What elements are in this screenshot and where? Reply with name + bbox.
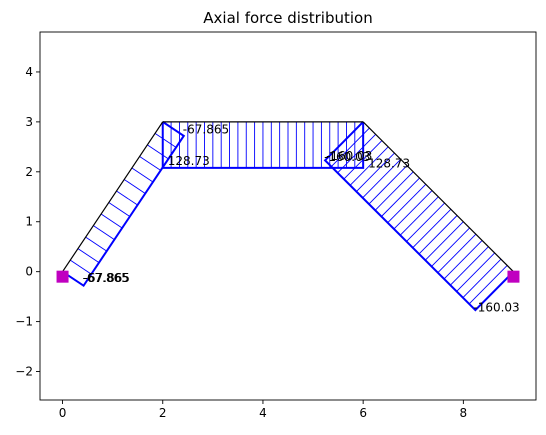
- plot-layer: -67.865128.73-67.865-67.865-160.03-160.0…: [56, 121, 520, 315]
- y-tick-label: −1: [15, 315, 33, 329]
- force-outline: [323, 121, 515, 312]
- force-hatch-line: [70, 259, 92, 275]
- force-value-label: -67.865: [83, 271, 129, 285]
- force-hatch-line: [443, 240, 483, 280]
- force-outline: [161, 121, 365, 169]
- force-value-label: 128.73: [368, 156, 410, 170]
- force-hatch-line: [93, 225, 115, 240]
- force-hatch-line: [450, 246, 489, 286]
- x-tick-label: 8: [460, 406, 468, 420]
- structure-member: [62, 121, 164, 273]
- force-hatch-line: [381, 177, 420, 217]
- y-tick-label: 4: [25, 65, 33, 79]
- force-hatch-line: [337, 134, 376, 174]
- y-tick-label: 1: [25, 215, 33, 229]
- x-tick-label: 4: [259, 406, 267, 420]
- support-marker: [56, 270, 69, 283]
- force-hatch-line: [331, 127, 370, 167]
- force-hatch-line: [85, 236, 107, 252]
- force-value-label: -67.865: [84, 271, 130, 285]
- force-hatch-line: [154, 133, 177, 148]
- force-hatch-line: [368, 165, 408, 205]
- force-value-label: -160.03: [324, 150, 370, 164]
- force-hatch-line: [462, 258, 502, 298]
- force-hatch-line: [147, 144, 169, 160]
- support-marker: [507, 270, 520, 283]
- x-tick-label: 6: [359, 406, 367, 420]
- force-hatch-line: [139, 156, 161, 171]
- force-value-label: -160.03: [326, 149, 372, 163]
- force-hatch-line: [424, 221, 464, 261]
- y-tick-label: 0: [25, 265, 33, 279]
- chart-title: Axial force distribution: [203, 9, 372, 27]
- y-tick-label: 2: [25, 165, 33, 179]
- structure-member: [362, 121, 514, 273]
- force-hatch-line: [116, 190, 138, 206]
- force-hatch-line: [131, 167, 154, 183]
- force-hatch-line: [100, 213, 123, 229]
- y-tick-label: 3: [25, 115, 33, 129]
- force-hatch-line: [123, 179, 146, 194]
- force-hatch-line: [356, 152, 395, 192]
- axes-frame: [39, 31, 537, 401]
- y-tick-label: −2: [15, 365, 33, 379]
- force-hatch-line: [387, 183, 427, 224]
- force-hatch-line: [374, 171, 414, 211]
- force-hatch-line: [412, 208, 452, 249]
- force-hatch-line: [418, 215, 458, 255]
- force-value-label: 128.73: [168, 154, 210, 168]
- tick-layer: 0 2 4 6 8 −2 −1 0 1 2 3 4: [15, 65, 467, 420]
- force-hatch-line: [399, 196, 439, 236]
- force-hatch-line: [393, 190, 433, 230]
- force-hatch-line: [431, 227, 470, 267]
- force-hatch-line: [362, 159, 402, 199]
- force-hatch-line: [437, 233, 477, 273]
- force-hatch-line: [77, 248, 100, 263]
- force-value-label: -160.03: [473, 301, 519, 315]
- force-outline: [61, 121, 186, 288]
- force-hatch-line: [349, 146, 389, 186]
- force-hatch-line: [456, 252, 495, 292]
- x-tick-label: 0: [59, 406, 67, 420]
- force-hatch-line: [406, 202, 445, 242]
- force-hatch-line: [343, 140, 383, 180]
- force-hatch-line: [468, 265, 508, 305]
- force-value-label: -67.865: [183, 122, 229, 136]
- force-hatch-line: [108, 202, 131, 217]
- x-tick-label: 2: [159, 406, 167, 420]
